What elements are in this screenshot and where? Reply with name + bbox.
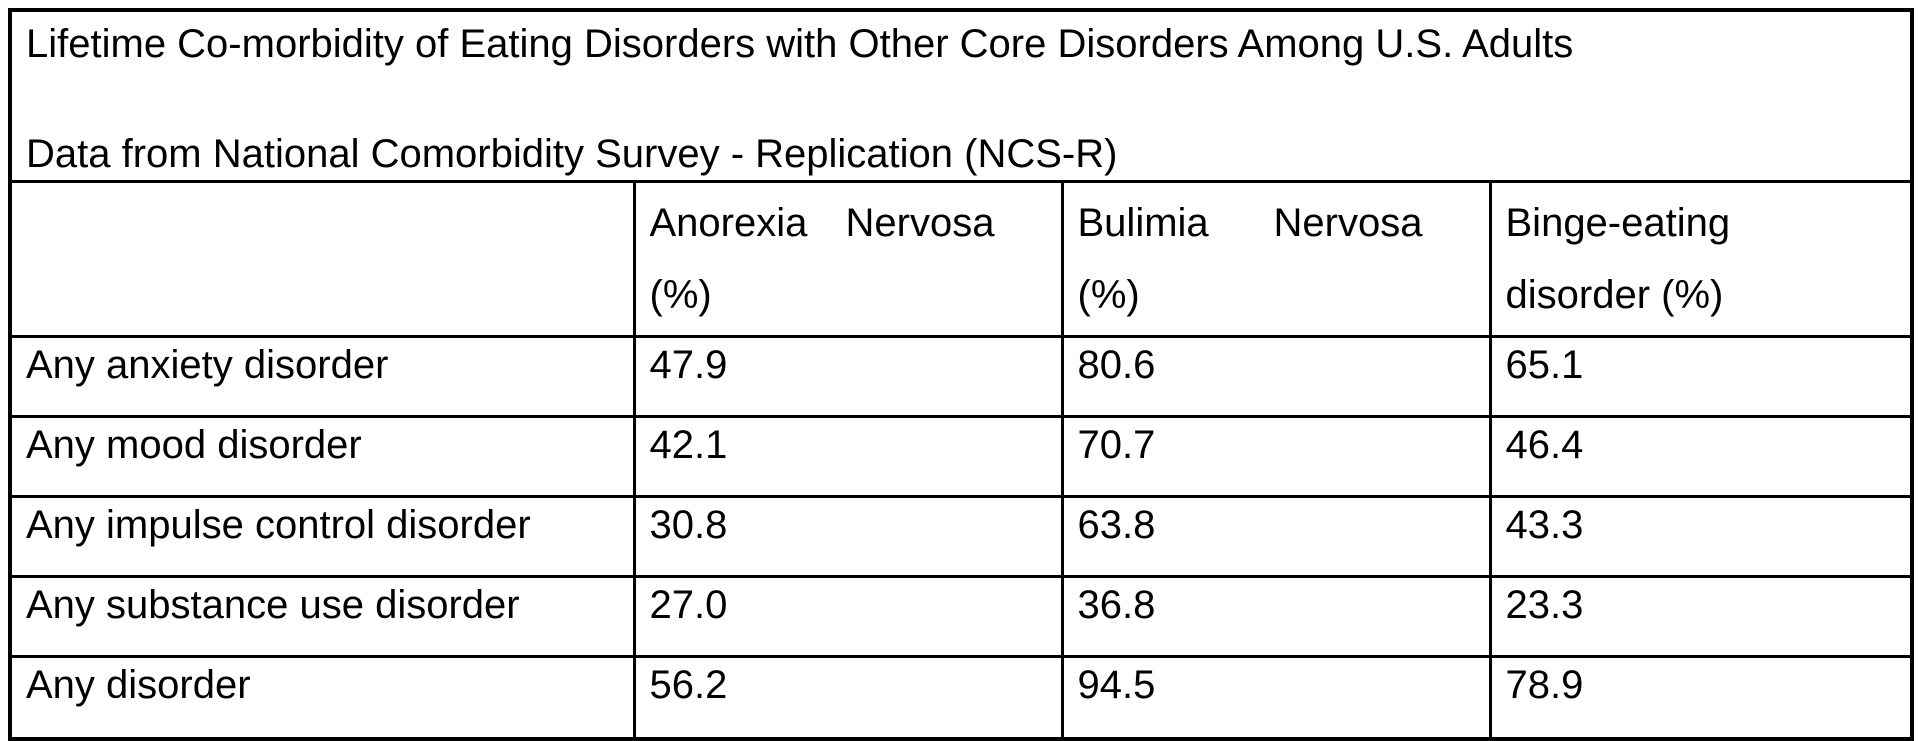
header-row: Anorexia Nervosa (%) Bulimia Nervosa (%)… [8, 180, 1914, 338]
value-cell-binge-eating: 78.9 [1488, 655, 1914, 740]
value-cell-binge-eating: 43.3 [1488, 495, 1914, 578]
header-cell-binge-eating: Binge-eating disorder (%) [1488, 180, 1914, 338]
value-cell-anorexia: 56.2 [632, 655, 1064, 740]
value-cell-anorexia: 30.8 [632, 495, 1064, 578]
row-label: Any impulse control disorder [8, 495, 636, 578]
value-cell-binge-eating: 65.1 [1488, 335, 1914, 418]
value-cell-binge-eating: 46.4 [1488, 415, 1914, 498]
table-title-line-2: Data from National Comorbidity Survey - … [26, 132, 1118, 176]
header-label-bulimia: Bulimia Nervosa (%) [1077, 201, 1423, 317]
row-label: Any anxiety disorder [8, 335, 636, 418]
value-cell-binge-eating: 23.3 [1488, 575, 1914, 658]
row-label: Any disorder [8, 655, 636, 740]
table-row-anxiety: Any anxiety disorder 47.9 80.6 65.1 [8, 335, 1914, 418]
value-cell-anorexia: 42.1 [632, 415, 1064, 498]
table-row-any-disorder: Any disorder 56.2 94.5 78.9 [8, 655, 1914, 740]
row-label: Any substance use disorder [8, 575, 636, 658]
value-cell-bulimia: 80.6 [1060, 335, 1492, 418]
header-label-binge-eating: Binge-eating disorder (%) [1505, 201, 1731, 317]
table-title-cell: Lifetime Co-morbidity of Eating Disorder… [8, 8, 1914, 183]
table-row-impulse-control: Any impulse control disorder 30.8 63.8 4… [8, 495, 1914, 578]
table-row-mood: Any mood disorder 42.1 70.7 46.4 [8, 415, 1914, 498]
value-cell-bulimia: 36.8 [1060, 575, 1492, 658]
table-row-substance-use: Any substance use disorder 27.0 36.8 23.… [8, 575, 1914, 658]
value-cell-bulimia: 70.7 [1060, 415, 1492, 498]
value-cell-anorexia: 27.0 [632, 575, 1064, 658]
header-label-anorexia: Anorexia Nervosa (%) [649, 201, 995, 317]
header-cell-bulimia: Bulimia Nervosa (%) [1060, 180, 1492, 338]
row-label: Any mood disorder [8, 415, 636, 498]
value-cell-bulimia: 63.8 [1060, 495, 1492, 578]
header-cell-empty [8, 180, 636, 338]
value-cell-bulimia: 94.5 [1060, 655, 1492, 740]
header-cell-anorexia: Anorexia Nervosa (%) [632, 180, 1064, 338]
value-cell-anorexia: 47.9 [632, 335, 1064, 418]
table-title-line-1: Lifetime Co-morbidity of Eating Disorder… [26, 22, 1574, 66]
title-row: Lifetime Co-morbidity of Eating Disorder… [8, 8, 1914, 183]
comorbidity-table: Lifetime Co-morbidity of Eating Disorder… [8, 8, 1915, 741]
